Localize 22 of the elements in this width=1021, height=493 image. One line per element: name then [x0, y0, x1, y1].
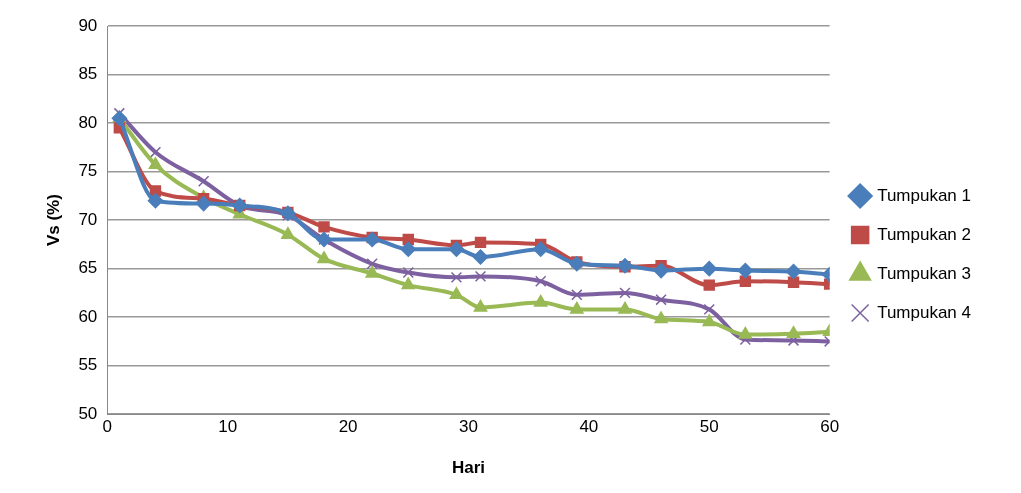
legend-label: Tumpukan 1 [877, 185, 972, 205]
x-axis-title: Hari [451, 458, 486, 478]
y-tick-label: 70 [78, 209, 98, 229]
y-tick-label: 80 [78, 112, 98, 132]
y-tick-label: 50 [78, 403, 98, 423]
legend-label: Tumpukan 2 [877, 224, 972, 244]
y-tick-label: 75 [78, 161, 98, 181]
y-tick-label: 90 [78, 15, 98, 35]
y-tick-label: 85 [78, 64, 98, 84]
x-tick-label: 10 [218, 417, 238, 437]
y-tick-label: 60 [78, 306, 98, 326]
legend-label: Tumpukan 3 [877, 263, 972, 283]
x-tick-label: 40 [579, 417, 599, 437]
x-tick-label: 30 [459, 417, 478, 437]
legend-label: Tumpukan 4 [877, 302, 972, 322]
y-tick-label: 55 [78, 355, 98, 375]
x-tick-label: 60 [820, 417, 840, 437]
x-tick-label: 50 [699, 417, 719, 437]
y-axis-title: Vs (%) [43, 194, 63, 247]
x-tick-label: 20 [338, 417, 358, 437]
x-tick-label: 0 [102, 417, 113, 437]
y-tick-label: 65 [78, 258, 98, 278]
